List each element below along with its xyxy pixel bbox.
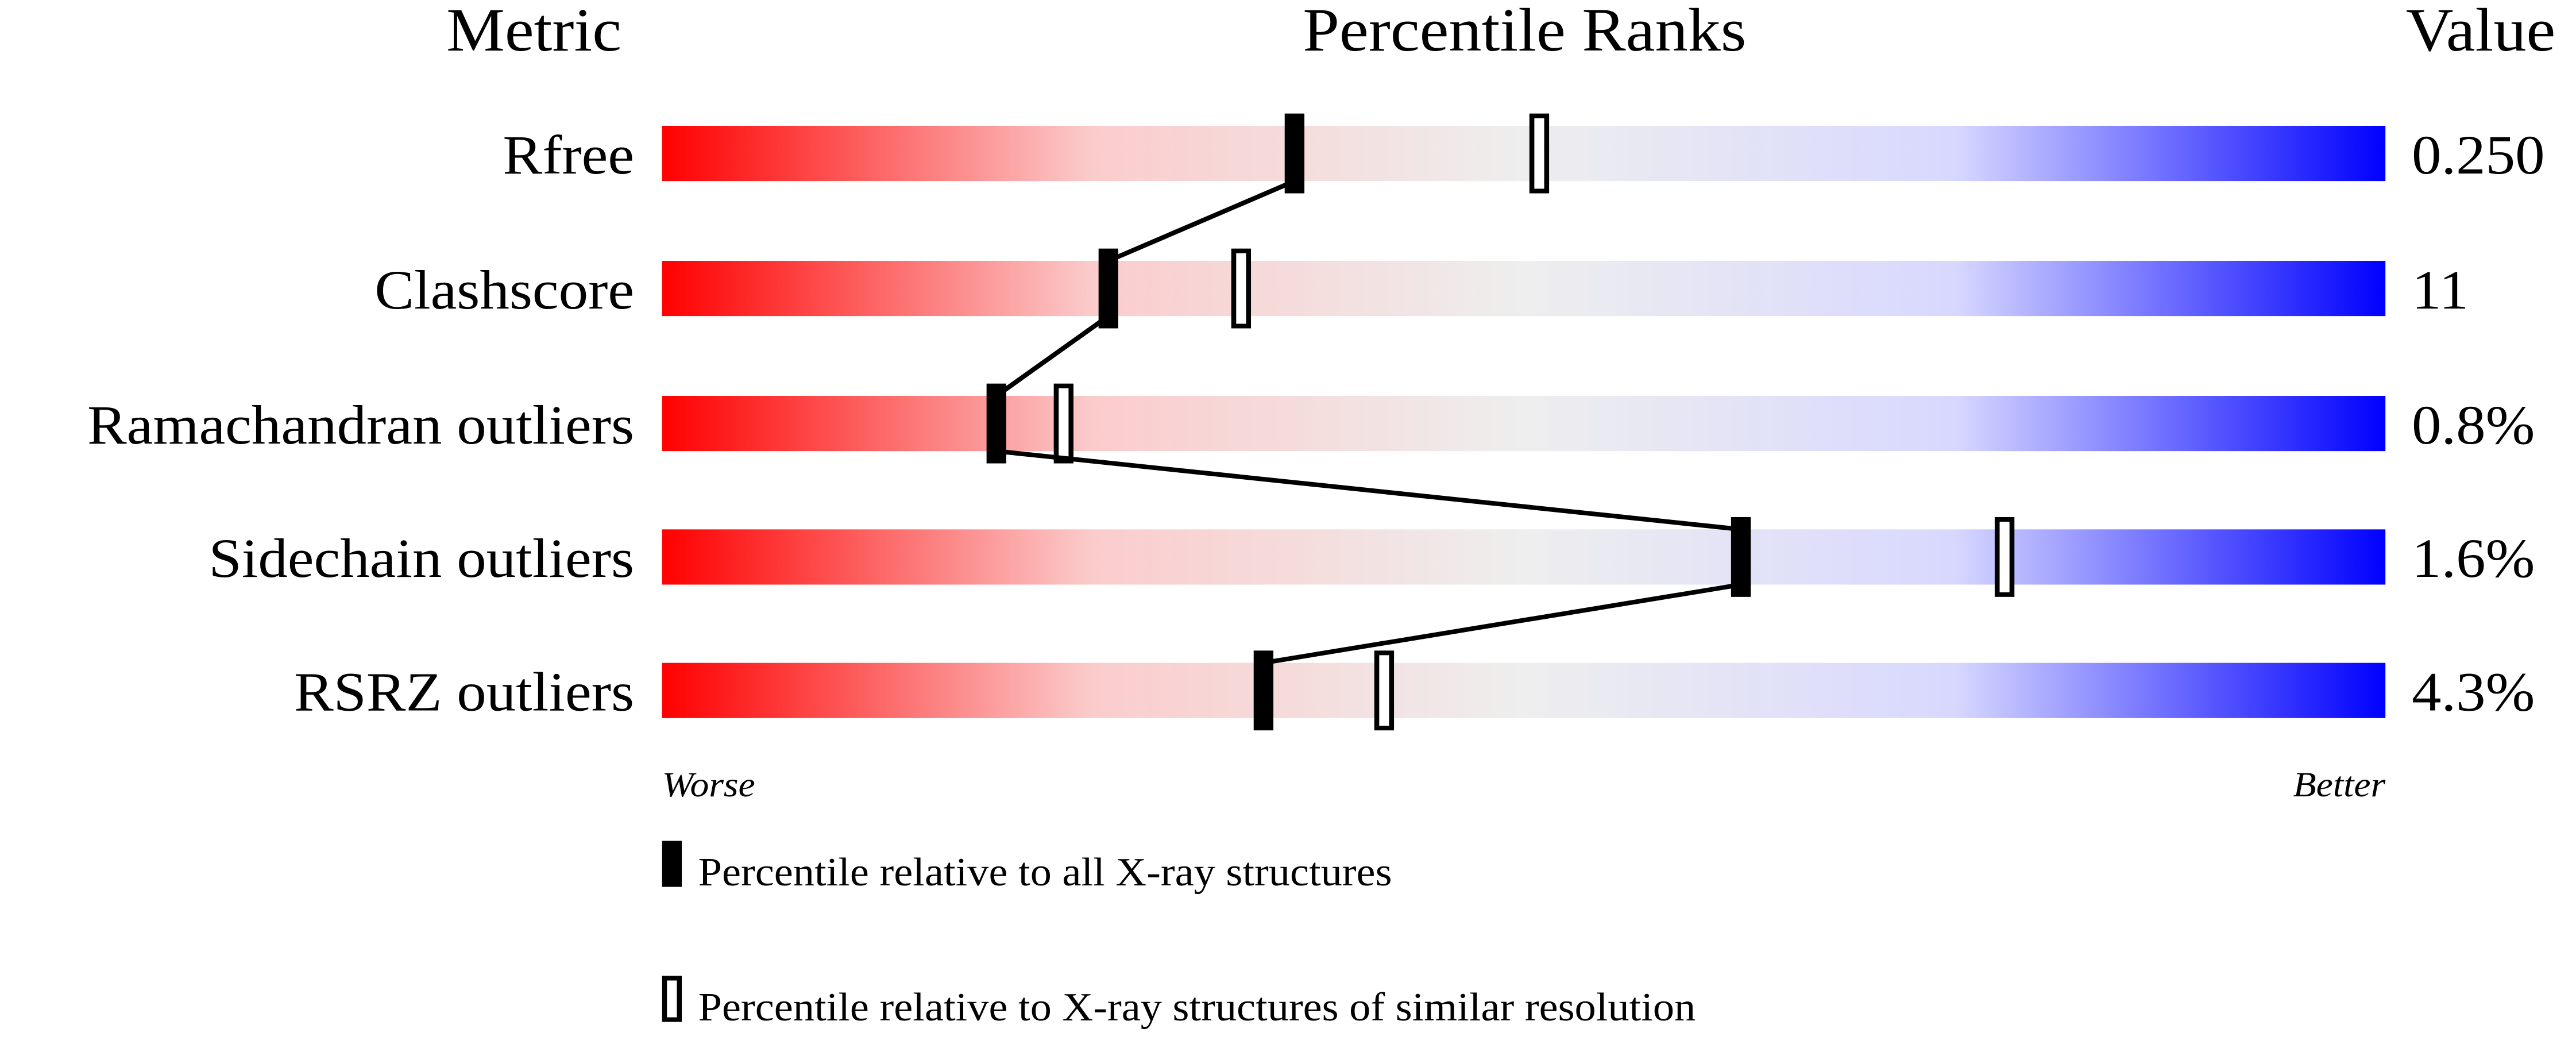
- better-label: Better: [2293, 765, 2385, 804]
- header-metric: Metric: [446, 0, 621, 64]
- percentile-bar: [662, 529, 2386, 585]
- connector-line: [1263, 582, 1741, 665]
- metric-label: RSRZ outliers: [294, 661, 634, 723]
- metric-value: 4.3%: [2412, 661, 2535, 723]
- metric-label: Clashscore: [374, 259, 634, 321]
- similar-resolution-marker: [1529, 113, 1550, 194]
- percentile-bar: [662, 662, 2386, 718]
- legend-label-all: Percentile relative to all X-ray structu…: [698, 850, 1392, 894]
- legend-filled-marker: [662, 841, 682, 887]
- metric-label: Sidechain outliers: [208, 527, 634, 589]
- connector-line: [995, 314, 1110, 398]
- metric-label: Rfree: [503, 124, 634, 186]
- percentile-bar: [662, 125, 2386, 182]
- legend-open-marker: [662, 976, 682, 1022]
- legend-label-similar: Percentile relative to X-ray structures …: [698, 985, 1696, 1029]
- percentile-bar: [662, 396, 2386, 452]
- all-structures-marker: [1284, 113, 1305, 194]
- all-structures-marker: [1098, 248, 1119, 329]
- connector-line: [996, 449, 1741, 532]
- metric-value: 11: [2412, 259, 2469, 321]
- header-percentile-ranks: Percentile Ranks: [1303, 0, 1746, 64]
- header-value: Value: [2406, 0, 2555, 64]
- percentile-bar: [662, 260, 2386, 317]
- metric-value: 0.250: [2412, 124, 2545, 186]
- metric-label: Ramachandran outliers: [87, 394, 634, 456]
- connector-line: [1107, 179, 1296, 263]
- similar-resolution-marker: [1374, 650, 1395, 731]
- metric-value: 1.6%: [2412, 527, 2535, 589]
- similar-resolution-marker: [1994, 517, 2015, 597]
- worse-label: Worse: [662, 765, 755, 804]
- similar-resolution-marker: [1231, 248, 1252, 329]
- similar-resolution-marker: [1053, 383, 1073, 464]
- metric-value: 0.8%: [2412, 394, 2535, 456]
